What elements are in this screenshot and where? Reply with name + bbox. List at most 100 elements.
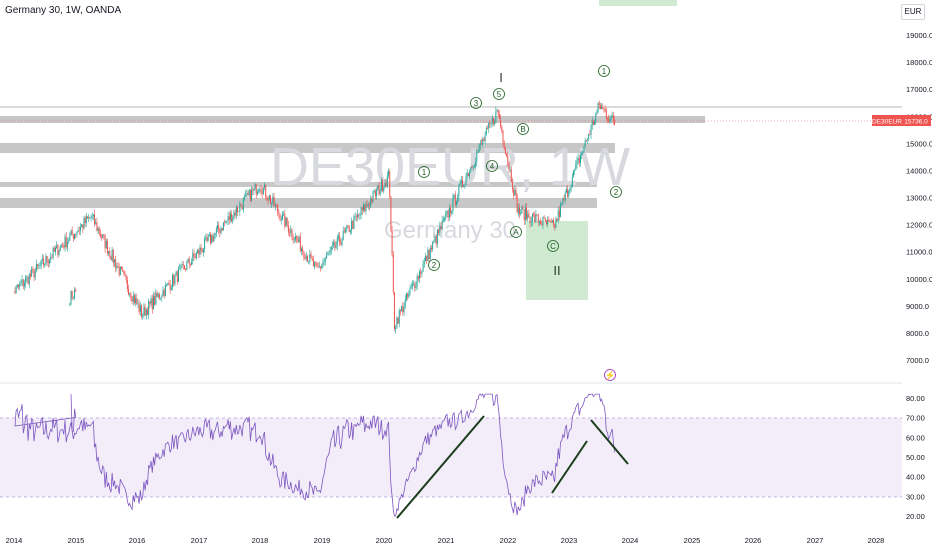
rsi-axis[interactable]: 20.00 30.00 40.00 50.00 60.00 70.00 80.00 [906,394,925,521]
candle-body [211,235,213,244]
candle-body [401,306,403,311]
candle-body [255,184,257,195]
candle-body [111,249,113,260]
candle-body [151,298,153,310]
time-tick: 2016 [129,536,146,545]
candle-body [23,283,25,287]
candle-body [303,251,305,258]
candle-body [352,221,354,229]
candle-body [115,259,117,269]
rsi-tick: 40.00 [906,473,925,482]
candle-body [75,234,77,235]
candle-body [101,236,103,238]
candle-body [41,258,43,260]
candle-body [562,198,564,204]
candle-body [231,213,233,222]
candle-body [323,261,325,263]
candle-body [293,239,295,241]
candle-body [588,134,590,139]
candle-body [482,139,484,145]
next-wave-2-label: 2 [614,188,619,197]
wave-4-label: 4 [490,162,495,171]
candle-body [47,261,49,264]
rsi-band [0,418,902,497]
candle-body [341,239,343,245]
candle-body [358,214,360,216]
wave-II-label: II [553,263,560,278]
time-tick: 2028 [868,536,885,545]
candle-body [521,207,523,214]
candle-body [192,253,194,262]
candle-body [435,236,437,244]
candle-body [21,279,23,284]
time-axis[interactable]: 2014 2015 2016 2017 2018 2019 2020 2021 2022 2023… [6,536,885,545]
candle-body [126,279,128,289]
candle-body [392,254,394,293]
price-tick: 9000.0 [906,302,929,311]
candles [14,100,616,334]
candle-body [168,283,170,285]
candle-body [542,217,544,226]
candle-body [189,263,191,265]
candle-body [336,237,338,246]
candle-body [522,207,524,210]
candle-body [554,224,556,228]
candle-body [366,203,368,206]
lightning-icon[interactable] [604,369,616,381]
candle-body [610,117,612,120]
candle-body [247,193,249,195]
candle-body [308,261,310,263]
chart-title: Germany 30, 1W, OANDA [5,5,122,16]
candle-body [436,229,438,244]
candle-body [182,264,184,266]
candle-body [249,189,251,202]
candle-body [404,299,406,307]
candle-body [455,201,457,205]
elliott-labels: I II 5 3 1 2 4 B A C 1 2 ⚡ [418,65,622,381]
candle-body [131,298,133,302]
candle-body [296,236,298,240]
candle-body [245,194,247,197]
price-tick: 18000.0 [906,58,932,67]
candle-body [603,108,605,109]
candle-body [116,266,118,269]
candle-body [44,264,46,265]
candle-body [450,207,452,214]
candle-body [172,275,174,288]
candle-body [128,288,130,295]
candle-body [315,262,317,264]
candle-body [531,214,533,222]
candle-body [348,225,350,233]
price-pane[interactable]: DE30EUR, 1W Germany 30 [0,0,902,334]
candle-body [528,213,530,217]
currency-button[interactable]: EUR [901,4,925,20]
candle-body [453,194,455,198]
time-tick: 2025 [684,536,701,545]
candle-body [310,254,312,259]
candle-body [558,210,560,217]
candle-body [208,234,210,237]
rsi-pane[interactable] [0,382,902,519]
candle-body [90,216,92,218]
candle-body [355,216,357,218]
candle-body [271,202,273,204]
time-tick: 2022 [500,536,517,545]
candle-body [584,140,586,147]
candle-body [267,199,269,201]
candle-body [180,264,182,269]
candle-body [304,257,306,260]
price-axis[interactable]: 7000.0 8000.0 9000.0 10000.0 11000.0 12000.0 1… [906,31,932,365]
candle-body [465,176,467,186]
candle-body [269,195,271,204]
candle-body [508,161,510,170]
candle-body [253,187,255,191]
candle-body [77,230,79,233]
candle-body [298,236,300,243]
candle-body [342,230,344,240]
candle-body [256,191,258,195]
candle-body [513,188,515,196]
candle-body [514,189,516,196]
candle-body [129,293,131,295]
candle-body [541,224,543,226]
